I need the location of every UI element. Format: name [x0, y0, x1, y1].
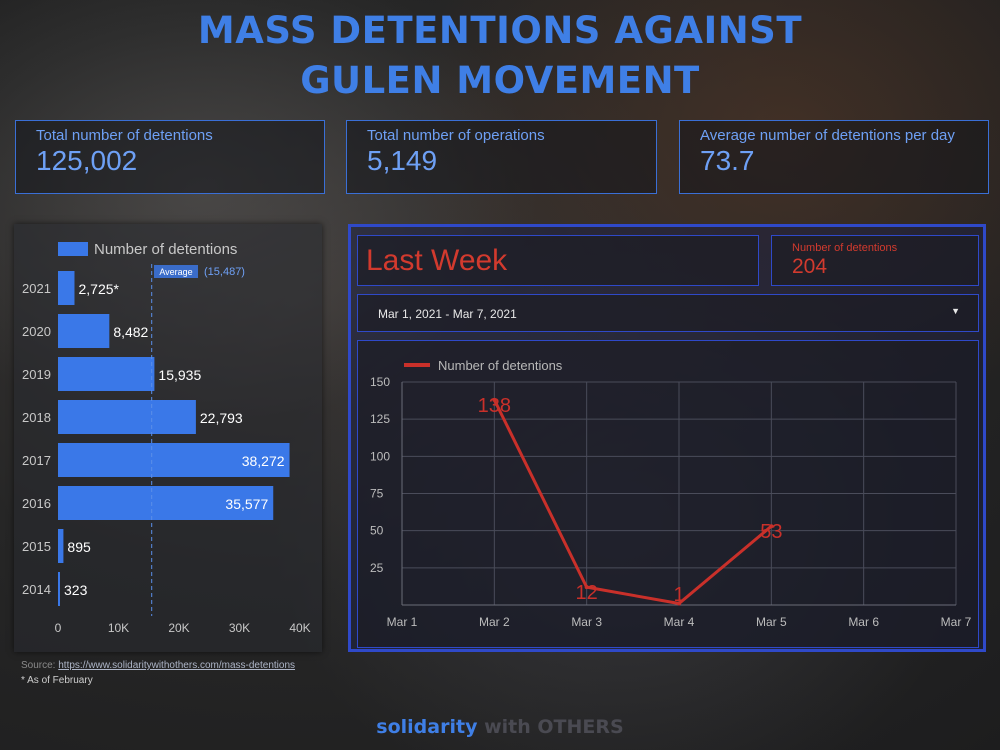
bar-value-label: 895 — [67, 539, 91, 555]
kpi-total-detentions: Total number of detentions 125,002 — [15, 120, 325, 194]
source-link[interactable]: https://www.solidaritywithothers.com/mas… — [58, 660, 296, 671]
line-chart-box: Number of detentions 150 125 100 75 50 25 Mar … — [357, 340, 979, 648]
y-tick-label: 125 — [370, 412, 390, 426]
page-title: MASS DETENTIONS AGAINST GULEN MOVEMENT — [0, 6, 1000, 106]
average-tag — [154, 265, 198, 278]
last-week-title-box: Last Week — [357, 235, 759, 286]
kpi-value: 5,149 — [367, 145, 438, 176]
bar-value-label: 2,725* — [78, 281, 119, 297]
kpi-label: Total number of operations — [367, 127, 545, 144]
x-tick-label: 40K — [289, 621, 310, 635]
legend-swatch — [58, 242, 88, 256]
data-point-label: 53 — [760, 521, 782, 543]
kpi-label: Total number of detentions — [36, 127, 213, 144]
kpi-value: 73.7 — [700, 145, 755, 176]
title-line-1: MASS DETENTIONS AGAINST — [197, 9, 803, 52]
bar-category-label: 2020 — [22, 324, 51, 339]
source-note: Source: https://www.solidaritywithothers… — [21, 660, 295, 671]
average-value: (15,487) — [204, 266, 245, 278]
bar-value-label: 8,482 — [113, 324, 148, 340]
x-tick-label: 30K — [229, 621, 250, 635]
x-tick-label: Mar 4 — [664, 615, 695, 629]
data-point — [677, 601, 681, 606]
x-tick-label: Mar 2 — [479, 615, 510, 629]
last-week-panel: Last Week Number of detentions 204 Mar 1… — [348, 224, 986, 652]
data-point-label: 12 — [576, 582, 598, 604]
bar-value-label: 38,272 — [242, 453, 285, 469]
bar-category-label: 2017 — [22, 453, 51, 468]
bar-category-label: 2019 — [22, 367, 51, 382]
brand-part-1: solidarity — [376, 716, 478, 738]
data-point — [492, 397, 497, 402]
brand-logo: solidarity with OTHERS — [0, 716, 1000, 738]
bar-category-label: 2016 — [22, 496, 51, 511]
bar — [58, 486, 274, 520]
bar — [58, 443, 290, 477]
bar-value-label: 35,577 — [225, 496, 268, 512]
y-tick-label: 50 — [370, 524, 384, 538]
brand-part-2: with OTHERS — [477, 716, 624, 738]
x-tick-label: 20K — [168, 621, 189, 635]
yearly-detentions-bar-chart: Number of detentions 2021 2,725* 2020 8,482… — [22, 241, 311, 635]
bar-category-label: 2014 — [22, 582, 51, 597]
bar — [58, 357, 155, 391]
caret-down-icon[interactable]: ▼ — [951, 306, 960, 316]
x-tick-label: Mar 5 — [756, 615, 787, 629]
bar-value-label: 15,935 — [158, 367, 201, 383]
bar-category-label: 2021 — [22, 281, 51, 296]
last-week-metric-box: Number of detentions 204 — [771, 235, 979, 286]
x-tick-label: Mar 3 — [571, 615, 602, 629]
bar-category-label: 2015 — [22, 539, 51, 554]
footnote: * As of February — [21, 675, 93, 686]
bar — [58, 271, 75, 305]
last-week-title: Last Week — [366, 244, 508, 277]
data-point-label: 1 — [673, 584, 684, 606]
data-point — [769, 524, 774, 529]
kpi-total-operations: Total number of operations 5,149 — [346, 120, 657, 194]
x-tick-label: 10K — [108, 621, 129, 635]
bar-value-label: 22,793 — [200, 410, 243, 426]
x-tick-label: 0 — [55, 621, 62, 635]
kpi-value: 125,002 — [36, 145, 138, 176]
source-prefix: Source: — [21, 660, 59, 671]
bar-category-label: 2018 — [22, 410, 51, 425]
kpi-average-per-day: Average number of detentions per day 73.… — [679, 120, 989, 194]
last-week-line-chart: Number of detentions 150 125 100 75 50 25 Mar … — [370, 358, 972, 629]
average-label: Average — [159, 267, 192, 277]
bar — [58, 314, 110, 348]
title-line-2: GULEN MOVEMENT — [300, 59, 700, 102]
series-line — [492, 399, 773, 606]
x-tick-label: Mar 6 — [848, 615, 879, 629]
y-tick-label: 150 — [370, 375, 390, 389]
x-tick-label: Mar 7 — [941, 615, 972, 629]
date-range-value: Mar 1, 2021 - Mar 7, 2021 — [378, 307, 517, 321]
yearly-detentions-panel: Number of detentions 2021 2,725* 2020 8,482… — [14, 224, 322, 652]
kpi-label: Average number of detentions per day — [700, 127, 955, 144]
bar-value-label: 323 — [64, 582, 88, 598]
y-tick-label: 75 — [370, 487, 384, 501]
data-point — [584, 585, 589, 590]
legend-label: Number of detentions — [94, 241, 237, 258]
data-point-label: 138 — [478, 395, 511, 417]
bar — [58, 572, 60, 606]
date-range-dropdown[interactable]: Mar 1, 2021 - Mar 7, 2021 ▼ — [357, 294, 979, 332]
y-tick-label: 100 — [370, 449, 390, 463]
x-tick-label: Mar 1 — [387, 615, 418, 629]
last-week-metric-value: 204 — [792, 255, 828, 278]
bar — [58, 529, 64, 563]
legend-label: Number of detentions — [438, 358, 563, 373]
y-tick-label: 25 — [370, 561, 384, 575]
bar — [58, 400, 196, 434]
last-week-metric-label: Number of detentions — [792, 242, 898, 254]
